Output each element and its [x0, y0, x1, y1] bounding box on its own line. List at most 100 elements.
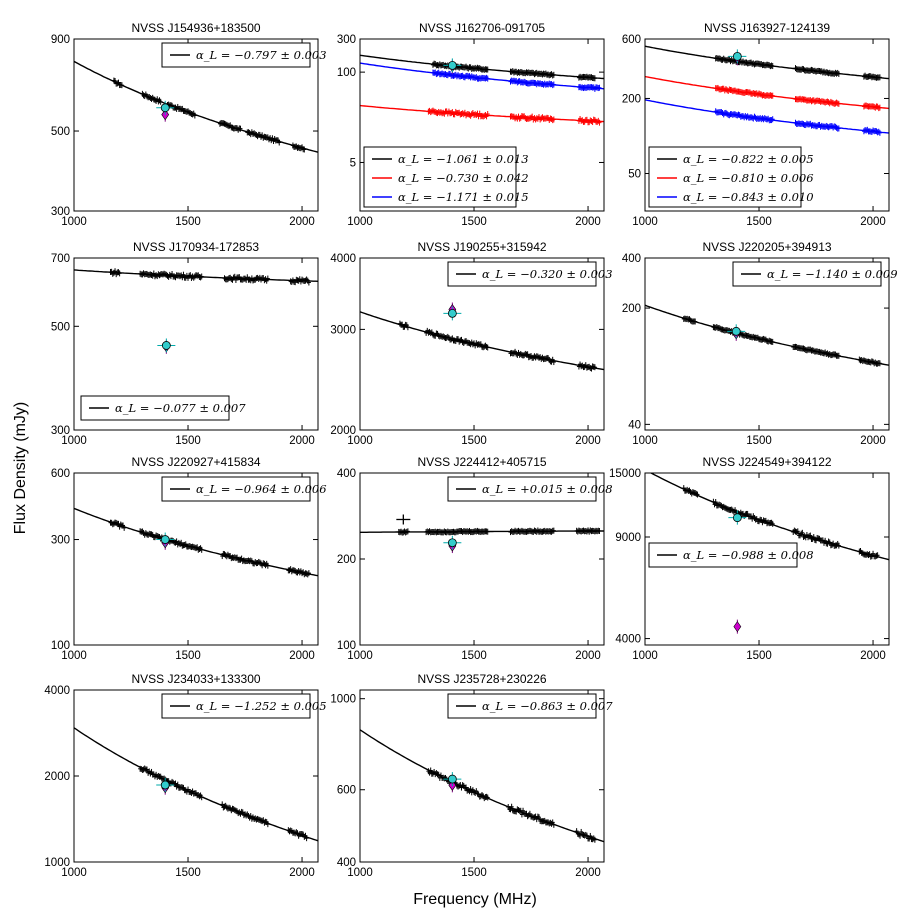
- data-cluster: [286, 827, 309, 842]
- data-cluster: [286, 566, 311, 578]
- panel-title: NVSS J224412+405715: [417, 455, 546, 469]
- fit-line: [645, 304, 889, 366]
- panel-frame: [359, 38, 605, 212]
- nvss-marker: [447, 308, 457, 318]
- panel-frame: [73, 472, 319, 646]
- data-cluster: [217, 119, 243, 133]
- plot-area: [360, 514, 604, 554]
- data-cluster: [711, 323, 775, 345]
- x-tick-label: 2000: [289, 435, 315, 447]
- legend: α_L = −0.863 ± 0.007: [447, 693, 613, 719]
- x-tick-label: 1500: [461, 216, 487, 228]
- x-tick-label: 1500: [175, 650, 201, 662]
- y-tick-label: 4000: [615, 634, 641, 646]
- y-tick-label: 500: [51, 321, 70, 333]
- data-cluster: [165, 101, 197, 119]
- x-tick-label: 1000: [632, 216, 658, 228]
- nvss-marker: [447, 61, 457, 70]
- y-tick-label: 4000: [330, 253, 356, 265]
- y-tick-label: 50: [628, 168, 641, 180]
- x-tick-label: 1500: [175, 216, 201, 228]
- legend: α_L = +0.015 ± 0.008: [447, 476, 613, 502]
- legend-label: α_L = −0.863 ± 0.007: [482, 699, 613, 713]
- panel-title: NVSS J220927+415834: [131, 455, 260, 469]
- data-cluster: [108, 268, 122, 278]
- panel-8: NVSS J224412+405715 1000 1500 2000 100 200 400…: [337, 455, 613, 662]
- panel-10: NVSS J234033+133300 1000 1500 2000 1000 2000 4…: [44, 672, 326, 879]
- x-tick-label: 1000: [61, 650, 87, 662]
- panel-frame: [73, 689, 319, 863]
- y-tick-label: 4000: [44, 685, 70, 697]
- data-cluster: [424, 527, 490, 536]
- x-tick-label: 2000: [289, 867, 315, 879]
- data-cluster: [424, 327, 490, 351]
- legend: α_L = −0.797 ± 0.003: [161, 42, 327, 68]
- x-tick-label: 2000: [860, 216, 886, 228]
- legend-label: α_L = −0.822 ± 0.005: [683, 152, 814, 166]
- data-cluster: [793, 119, 841, 132]
- data-cluster: [138, 765, 204, 801]
- x-tick-label: 1500: [746, 216, 772, 228]
- data-cluster: [861, 102, 882, 112]
- nvss-marker: [160, 103, 170, 113]
- y-tick-label: 200: [622, 303, 641, 315]
- data-cluster: [508, 77, 556, 89]
- y-tick-label: 300: [51, 206, 70, 218]
- plot-area: [645, 45, 889, 136]
- legend-label: α_L = −0.988 ± 0.008: [683, 548, 814, 562]
- x-tick-label: 1000: [347, 435, 373, 447]
- panel-frame: [73, 257, 319, 431]
- y-tick-label: 100: [337, 640, 356, 652]
- panel-1: NVSS J154936+183500 1000 1500 2000 300 500 900…: [51, 21, 327, 228]
- data-cluster: [711, 498, 775, 527]
- legend: α_L = −0.964 ± 0.006: [161, 476, 327, 502]
- panel-title: NVSS J170934-172853: [133, 240, 259, 254]
- x-axis-label: Frequency (MHz): [413, 891, 537, 908]
- y-tick-label: 400: [337, 857, 356, 869]
- data-cluster: [791, 343, 841, 359]
- x-tick-label: 2000: [860, 650, 886, 662]
- nvss-marker: [161, 341, 171, 350]
- plot-area: [74, 60, 318, 153]
- panel-title: NVSS J235728+230226: [417, 672, 546, 686]
- panel-title: NVSS J190255+315942: [417, 240, 546, 254]
- legend: α_L = −0.822 ± 0.005 α_L = −0.810 ± 0.006…: [648, 146, 814, 208]
- x-tick-label: 1500: [175, 867, 201, 879]
- fit-line: [74, 60, 318, 153]
- plot-area: [74, 507, 318, 578]
- y-tick-label: 700: [51, 253, 70, 265]
- x-tick-label: 1500: [461, 435, 487, 447]
- panel-title: NVSS J220205+394913: [702, 240, 831, 254]
- panel-frame: [359, 472, 605, 646]
- plot-area: [360, 302, 604, 372]
- nvss-marker: [160, 535, 170, 544]
- nvss-marker: [447, 538, 457, 548]
- panel-frame: [359, 689, 605, 863]
- y-tick-label: 300: [51, 425, 70, 437]
- legend-label: α_L = −0.964 ± 0.006: [196, 482, 327, 496]
- y-tick-label: 900: [51, 34, 70, 46]
- panel-title: NVSS J162706-091705: [419, 21, 545, 35]
- data-cluster: [713, 108, 775, 124]
- data-cluster: [140, 90, 163, 105]
- panel-9: NVSS J224549+394122 1000 1500 2000 4000 9000 1…: [609, 455, 890, 662]
- data-cluster: [574, 828, 597, 843]
- y-axis-label: Flux Density (mJy): [12, 402, 29, 534]
- panel-7: NVSS J220927+415834 1000 1500 2000 100 300 600…: [51, 455, 327, 662]
- nvss-marker: [160, 780, 170, 790]
- legend-label: α_L = −1.171 ± 0.015: [398, 190, 529, 204]
- data-cluster: [245, 129, 282, 146]
- legend: α_L = −1.140 ± 0.009: [732, 261, 898, 287]
- panel-frame: [644, 257, 890, 431]
- legend: α_L = −1.061 ± 0.013 α_L = −0.730 ± 0.042…: [363, 146, 529, 208]
- y-tick-label: 100: [51, 640, 70, 652]
- plot-area: [74, 727, 318, 842]
- panel-frame: [644, 472, 890, 646]
- x-tick-label: 2000: [575, 435, 601, 447]
- panel-title: NVSS J234033+133300: [131, 672, 260, 686]
- y-tick-label: 15000: [609, 468, 641, 480]
- panel-2: NVSS J162706-091705 1000 1500 2000 5 100 300 α_…: [337, 21, 605, 228]
- x-tick-label: 1500: [746, 650, 772, 662]
- data-cluster: [791, 527, 841, 549]
